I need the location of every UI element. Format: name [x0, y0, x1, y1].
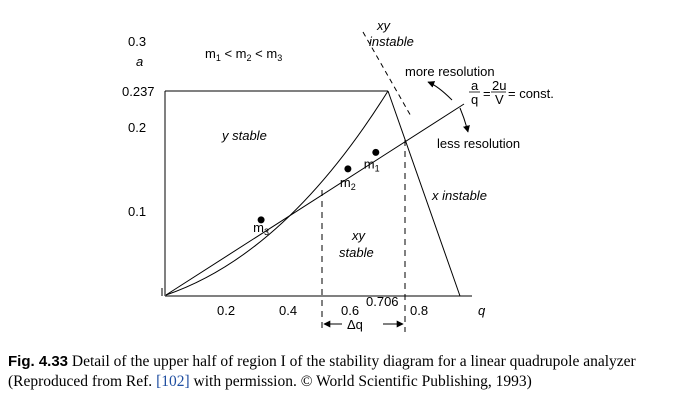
- more-resolution-label: more resolution: [405, 64, 495, 79]
- x-tick-0.706: 0.706: [366, 294, 399, 309]
- y-tick-0.237: 0.237: [122, 84, 155, 99]
- less-resolution-arrow: [459, 107, 470, 133]
- xy-instable-label-line2: instable: [369, 34, 414, 49]
- caption-figure-label: Fig. 4.33: [8, 353, 69, 370]
- xy-stable-label-line1: xy: [351, 228, 367, 243]
- mass-point-m2: [344, 165, 352, 173]
- x-tick-0.8: 0.8: [410, 303, 428, 318]
- figure-caption: Fig. 4.33 Detail of the upper half of re…: [8, 352, 678, 392]
- y-tick-0.1: 0.1: [128, 204, 146, 219]
- caption-text-end: with permission. © World Scientific Publ…: [189, 373, 532, 390]
- y-tick-0.3: 0.3: [128, 34, 146, 49]
- mass-points: m1 m2 m3: [253, 148, 380, 237]
- scan-line-formula: a q = 2u V = const.: [469, 78, 554, 107]
- xy-instable-dashed-line: [362, 31, 413, 119]
- mass-point-m3: [257, 216, 265, 224]
- mass-point-label-m3: m3: [253, 220, 269, 237]
- y-axis-label: a: [136, 54, 143, 69]
- x-tick-0.2: 0.2: [217, 303, 235, 318]
- y-tick-0.2: 0.2: [128, 120, 146, 135]
- more-resolution-arrow: [427, 81, 453, 101]
- mass-point-label-m1: m1: [364, 156, 380, 173]
- x-instable-label: x instable: [431, 188, 487, 203]
- formula-const-label: = const.: [508, 86, 554, 101]
- svg-text:=: =: [483, 86, 491, 101]
- x-tick-0.4: 0.4: [279, 303, 297, 318]
- xy-instable-label-line1: xy: [376, 18, 392, 33]
- caption-reference-link[interactable]: [102]: [156, 373, 190, 390]
- scan-line: [165, 103, 465, 296]
- x-tick-0.6: 0.6: [341, 303, 359, 318]
- less-resolution-label: less resolution: [437, 136, 520, 151]
- y-stable-label: y stable: [221, 128, 267, 143]
- x-stability-boundary-curve: [387, 90, 461, 297]
- xy-stable-label-line2: stable: [339, 245, 374, 260]
- svg-text:2u: 2u: [492, 78, 506, 93]
- svg-text:a: a: [471, 78, 479, 93]
- y-stability-boundary-curve: [165, 90, 389, 296]
- svg-text:q: q: [471, 92, 478, 107]
- mass-point-m1: [372, 148, 380, 156]
- delta-q-label: Δq: [347, 317, 363, 332]
- mass-order-label: m1 < m2 < m3: [205, 46, 282, 63]
- stability-diagram: 0.3 a 0.237 0.2 0.1 0.2 0.4 0.6 0.706 0.…: [122, 18, 554, 332]
- x-axis-label: q: [478, 303, 486, 318]
- mass-point-label-m2: m2: [340, 175, 356, 192]
- svg-text:V: V: [495, 92, 504, 107]
- caption-text: Detail of the upper half of region I of …: [8, 353, 636, 390]
